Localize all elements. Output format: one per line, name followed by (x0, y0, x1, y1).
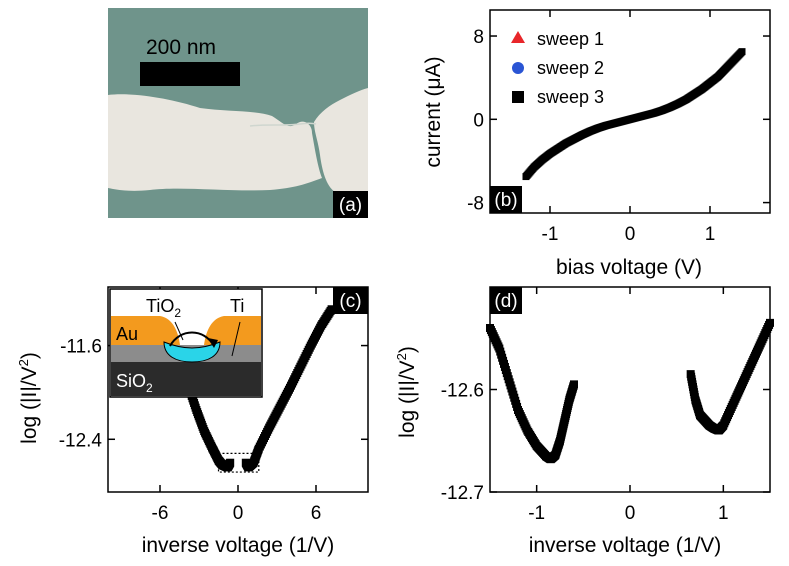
panel-b-y-label-pre: current ( (422, 89, 445, 167)
panel-c-log-plot: -6 0 6-11.6-12.4 TiO2 Ti Au SiO2 inverse v… (16, 286, 369, 557)
panel-b-y-label-post: A) (422, 56, 445, 77)
panel-d-ticks: -1 0 1 -12.6 -12.7 (441, 287, 770, 524)
panel-a-label: (a) (339, 195, 362, 216)
inset-sio2-label: SiO2 (116, 371, 153, 395)
inset-sio2-layer (111, 362, 261, 396)
x-tick-label: 1 (705, 224, 716, 245)
panel-d-y-label-pre: log (|I|/V (396, 360, 419, 437)
y-tick-label: -12.6 (441, 381, 484, 402)
legend-sweep-2-label: sweep 2 (537, 58, 604, 78)
panel-d-y-axis-label: log (|I|/V2) (394, 346, 419, 438)
data-point (766, 318, 774, 327)
inset-tio2-text: TiO (146, 296, 174, 316)
y-tick-label: -12.4 (59, 430, 103, 451)
panel-b-label: (b) (494, 190, 517, 211)
panel-b-legend: sweep 1 sweep 2 sweep 3 (511, 29, 604, 107)
inset-tio2-leader (174, 321, 184, 341)
right-electrode (314, 88, 368, 206)
panel-b-frame (489, 9, 771, 214)
panel-b-ticks: -1 0 1 -8 0 8 (467, 10, 770, 245)
panel-d-label: (d) (494, 291, 517, 312)
panel-b-y-axis-label: current (μA) (422, 56, 445, 167)
panel-b-label-bg (490, 186, 522, 213)
scale-bar (140, 62, 240, 86)
panel-b-x-axis-label: bias voltage (V) (556, 256, 702, 279)
panel-c-y-axis-label: log (|I|/V2) (16, 352, 41, 444)
panel-d-y-label-post: ) (396, 346, 419, 353)
y-tick-label: -8 (467, 194, 484, 215)
sweep-2-legend-marker (512, 62, 524, 74)
panel-b-y-label-mu: μ (422, 77, 445, 89)
scale-bar-label: 200 nm (146, 36, 216, 59)
sweep-1-legend-marker (511, 31, 525, 43)
data-point (570, 380, 578, 389)
x-tick-label: -1 (542, 224, 559, 245)
x-tick-label: -1 (528, 503, 545, 524)
x-tick-label: 0 (233, 503, 244, 524)
nanowire (249, 122, 317, 127)
inset-sio2-sub: 2 (146, 381, 153, 395)
data-point (327, 305, 336, 314)
legend-sweep-3-label: sweep 3 (537, 87, 604, 107)
panel-d-zoomed-log-plot: -1 0 1 -12.6 -12.7 inverse voltage (1/V) log… (394, 286, 774, 557)
inset-au-left (111, 316, 180, 345)
sweep-3-point (738, 48, 746, 56)
inset-ti-leader (231, 321, 241, 357)
panel-d-frame (489, 286, 771, 493)
inset-au-label: Au (116, 324, 138, 344)
y-tick-label: 8 (473, 27, 484, 48)
panel-c-ticks: -6 0 6 -11.6 -12.4 (59, 287, 368, 524)
x-tick-label: -6 (152, 503, 169, 524)
x-tick-label: 6 (311, 503, 322, 524)
inset-tio2-layer (163, 341, 221, 363)
panel-a-label-bg (333, 191, 368, 218)
left-electrode (108, 94, 322, 191)
panel-c-y-label-pre: log (|I|/V (18, 366, 41, 443)
x-tick-label: 1 (718, 503, 729, 524)
panel-b-iv-curve: -1 0 1 -8 0 8 sweep 1 sweep 2 sweep 3 bias vo… (422, 9, 771, 279)
panel-c-label-bg (333, 287, 368, 314)
inset-au-right (204, 316, 261, 345)
inset-ti-label: Ti (230, 296, 244, 316)
legend-sweep-1-label: sweep 1 (537, 29, 604, 49)
panel-a-sem-image: 200 nm (a) (108, 8, 368, 218)
y-tick-label: -11.6 (60, 337, 102, 358)
x-tick-label: 0 (625, 224, 636, 245)
panel-c-label: (c) (339, 291, 361, 312)
inset-sio2-text: SiO (116, 371, 146, 391)
curved-arrow-head-icon (208, 338, 218, 348)
panel-c-inset-schematic: TiO2 Ti Au SiO2 (109, 288, 263, 398)
y-tick-label: -12.7 (441, 483, 484, 504)
panel-d-data (486, 318, 774, 464)
panel-c-data (184, 305, 336, 472)
panel-c-y-label-sup: 2 (16, 359, 31, 366)
panel-c-x-axis-label: inverse voltage (1/V) (142, 534, 335, 557)
inset-tio2-sub: 2 (174, 306, 181, 320)
panel-d-y-label-sup: 2 (394, 353, 409, 360)
panel-d-label-bg (490, 287, 522, 314)
inset-tio2-label: TiO2 (146, 296, 181, 320)
panel-d-x-axis-label: inverse voltage (1/V) (529, 534, 722, 557)
x-tick-label: 0 (625, 503, 636, 524)
data-point (226, 458, 235, 467)
y-tick-label: 0 (473, 110, 484, 131)
panel-c-zoom-box (217, 452, 260, 473)
panel-c-y-label-post: ) (18, 352, 41, 359)
sweep-3-legend-marker (512, 91, 524, 103)
panel-b-data (522, 48, 746, 181)
